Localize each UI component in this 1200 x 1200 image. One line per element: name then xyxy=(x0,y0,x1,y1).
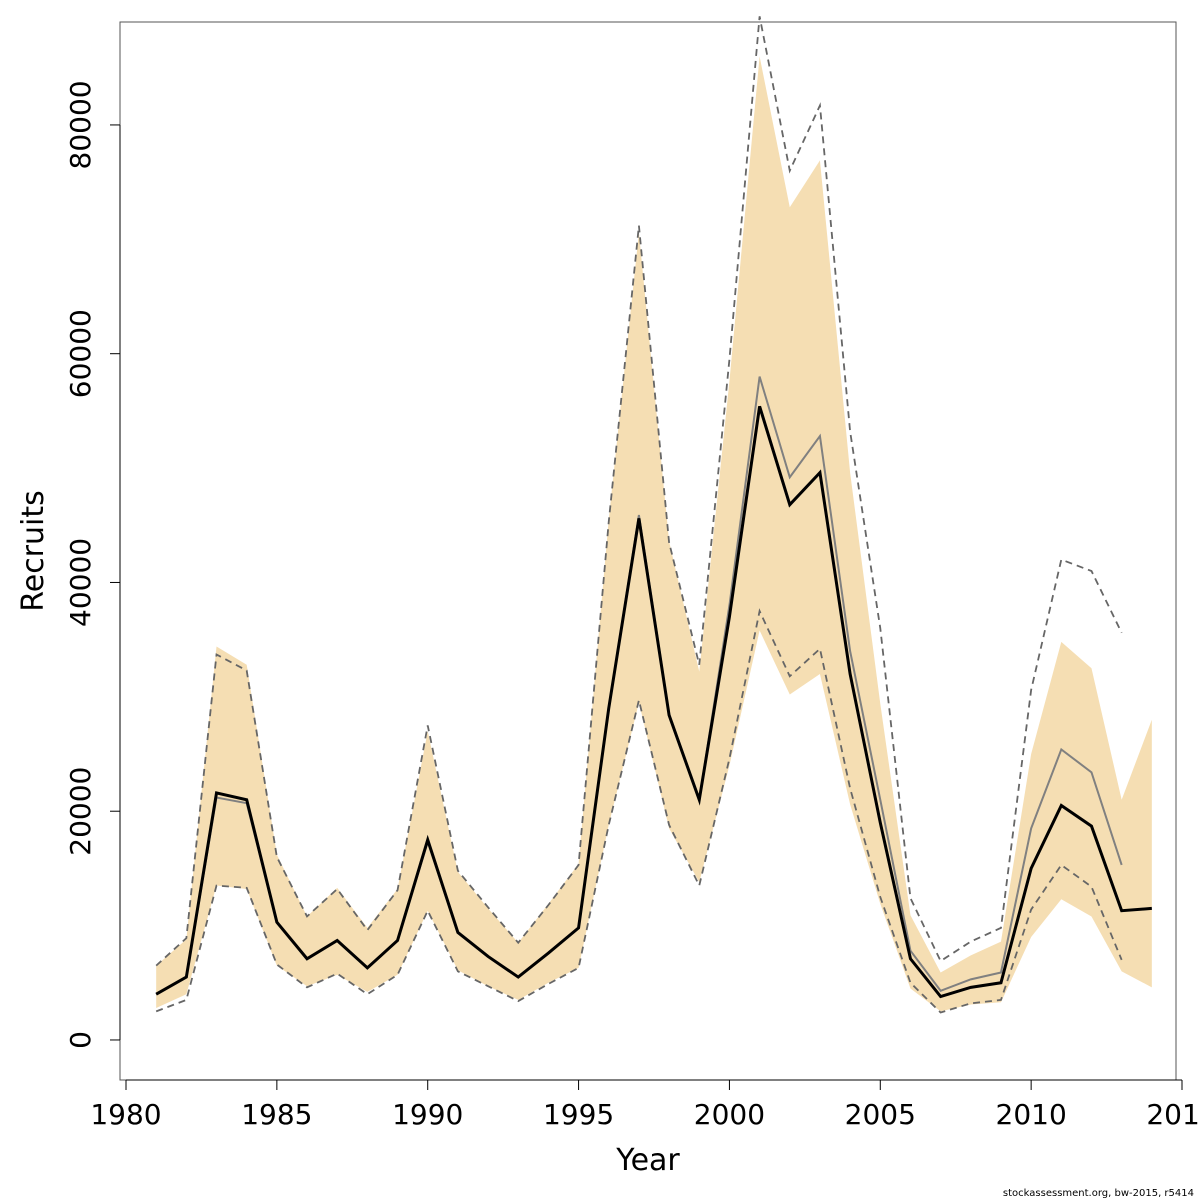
current-confidence-band xyxy=(156,56,1152,1012)
confidence-band-layer xyxy=(156,56,1152,1012)
x-tick-label: 2010 xyxy=(996,1098,1067,1131)
x-tick-label: 1990 xyxy=(392,1098,463,1131)
axis-layer: 1980 1985 1990 1995 2000 2005 2010 2015 0 20000 40… xyxy=(64,80,1200,1131)
series-line-layer xyxy=(155,16,1152,1014)
y-tick-label: 20000 xyxy=(64,767,97,856)
x-tick-label: 1985 xyxy=(241,1098,312,1131)
x-tick-label: 1980 xyxy=(90,1098,161,1131)
y-tick-label: 80000 xyxy=(64,80,97,169)
y-tick-label: 0 xyxy=(64,1031,97,1049)
y-axis-title: Recruits xyxy=(16,490,51,612)
x-tick-label: 2000 xyxy=(694,1098,765,1131)
y-tick-label: 40000 xyxy=(64,538,97,627)
x-tick-label: 1995 xyxy=(543,1098,614,1131)
x-tick-label: 2005 xyxy=(845,1098,916,1131)
y-tick-label: 60000 xyxy=(64,309,97,398)
current-estimate-line xyxy=(155,405,1152,999)
footer-credit: stockassessment.org, bw-2015, r5414 xyxy=(1003,1188,1194,1199)
previous-upper-ci-line xyxy=(155,16,1123,967)
x-tick-label: 2015 xyxy=(1146,1098,1200,1131)
previous-lower-ci-line xyxy=(155,608,1123,1014)
x-axis-title: Year xyxy=(615,1143,680,1178)
